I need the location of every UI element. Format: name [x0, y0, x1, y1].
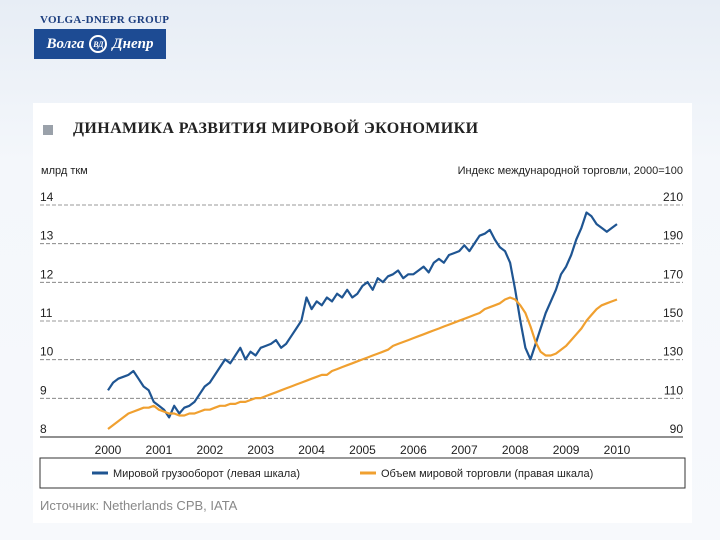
- y-left-tick-label: 13: [40, 229, 54, 243]
- logo-right-word: Днепр: [112, 35, 154, 52]
- y-left-tick-label: 12: [40, 267, 54, 281]
- legend-box: [39, 457, 686, 489]
- x-tick-label: 2008: [502, 443, 529, 457]
- y-left-tick-label: 14: [40, 190, 54, 204]
- x-tick-label: 2005: [349, 443, 376, 457]
- legend-label-freight: Мировой грузооборот (левая шкала): [113, 468, 300, 480]
- x-tick-label: 2001: [146, 443, 173, 457]
- content-panel: [33, 103, 692, 523]
- x-tick-label: 2002: [196, 443, 223, 457]
- x-tick-label: 2009: [553, 443, 580, 457]
- x-tick-label: 2010: [604, 443, 631, 457]
- y-left-tick-label: 8: [40, 422, 47, 436]
- y-right-tick-label: 170: [663, 267, 683, 281]
- logo-left-word: Волга: [46, 35, 85, 52]
- series-line-freight: [107, 211, 618, 419]
- slide-title: ДИНАМИКА РАЗВИТИЯ МИРОВОЙ ЭКОНОМИКИ: [73, 120, 479, 137]
- series-line-trade: [107, 296, 618, 430]
- y-right-tick-label: 90: [670, 422, 684, 436]
- x-tick-label: 2007: [451, 443, 478, 457]
- source-note: Источник: Netherlands CPB, IATA: [40, 498, 238, 513]
- y-right-tick-label: 210: [663, 190, 683, 204]
- company-name: VOLGA-DNEPR GROUP: [40, 14, 170, 26]
- legend-label-trade: Объем мировой торговли (правая шкала): [381, 468, 593, 480]
- y-right-tick-label: 150: [663, 306, 683, 320]
- series-layer: [107, 211, 618, 430]
- left-axis-label: млрд ткм: [41, 165, 88, 177]
- company-logo: VOLGA-DNEPR GROUP Волга ВД Днепр: [34, 14, 194, 59]
- y-left-tick-label: 11: [40, 306, 53, 320]
- y-right-tick-label: 190: [663, 229, 683, 243]
- logo-emblem-icon: ВД: [89, 35, 108, 53]
- y-left-tick-label: 10: [40, 345, 54, 359]
- y-right-tick-label: 110: [664, 383, 683, 397]
- right-axis-label: Индекс международной торговли, 2000=100: [458, 165, 683, 177]
- y-right-tick-label: 130: [663, 345, 683, 359]
- logo-banner: Волга ВД Днепр: [34, 29, 166, 59]
- x-tick-label: 2004: [298, 443, 325, 457]
- tick-layer: 8 90 9 110 10 130 11 150 12 170 13 190 14 210 2000 2001…: [40, 190, 683, 457]
- x-tick-label: 2003: [247, 443, 274, 457]
- x-tick-label: 2006: [400, 443, 427, 457]
- x-tick-label: 2000: [95, 443, 122, 457]
- title-bullet-icon: [43, 125, 53, 135]
- y-left-tick-label: 9: [40, 383, 47, 397]
